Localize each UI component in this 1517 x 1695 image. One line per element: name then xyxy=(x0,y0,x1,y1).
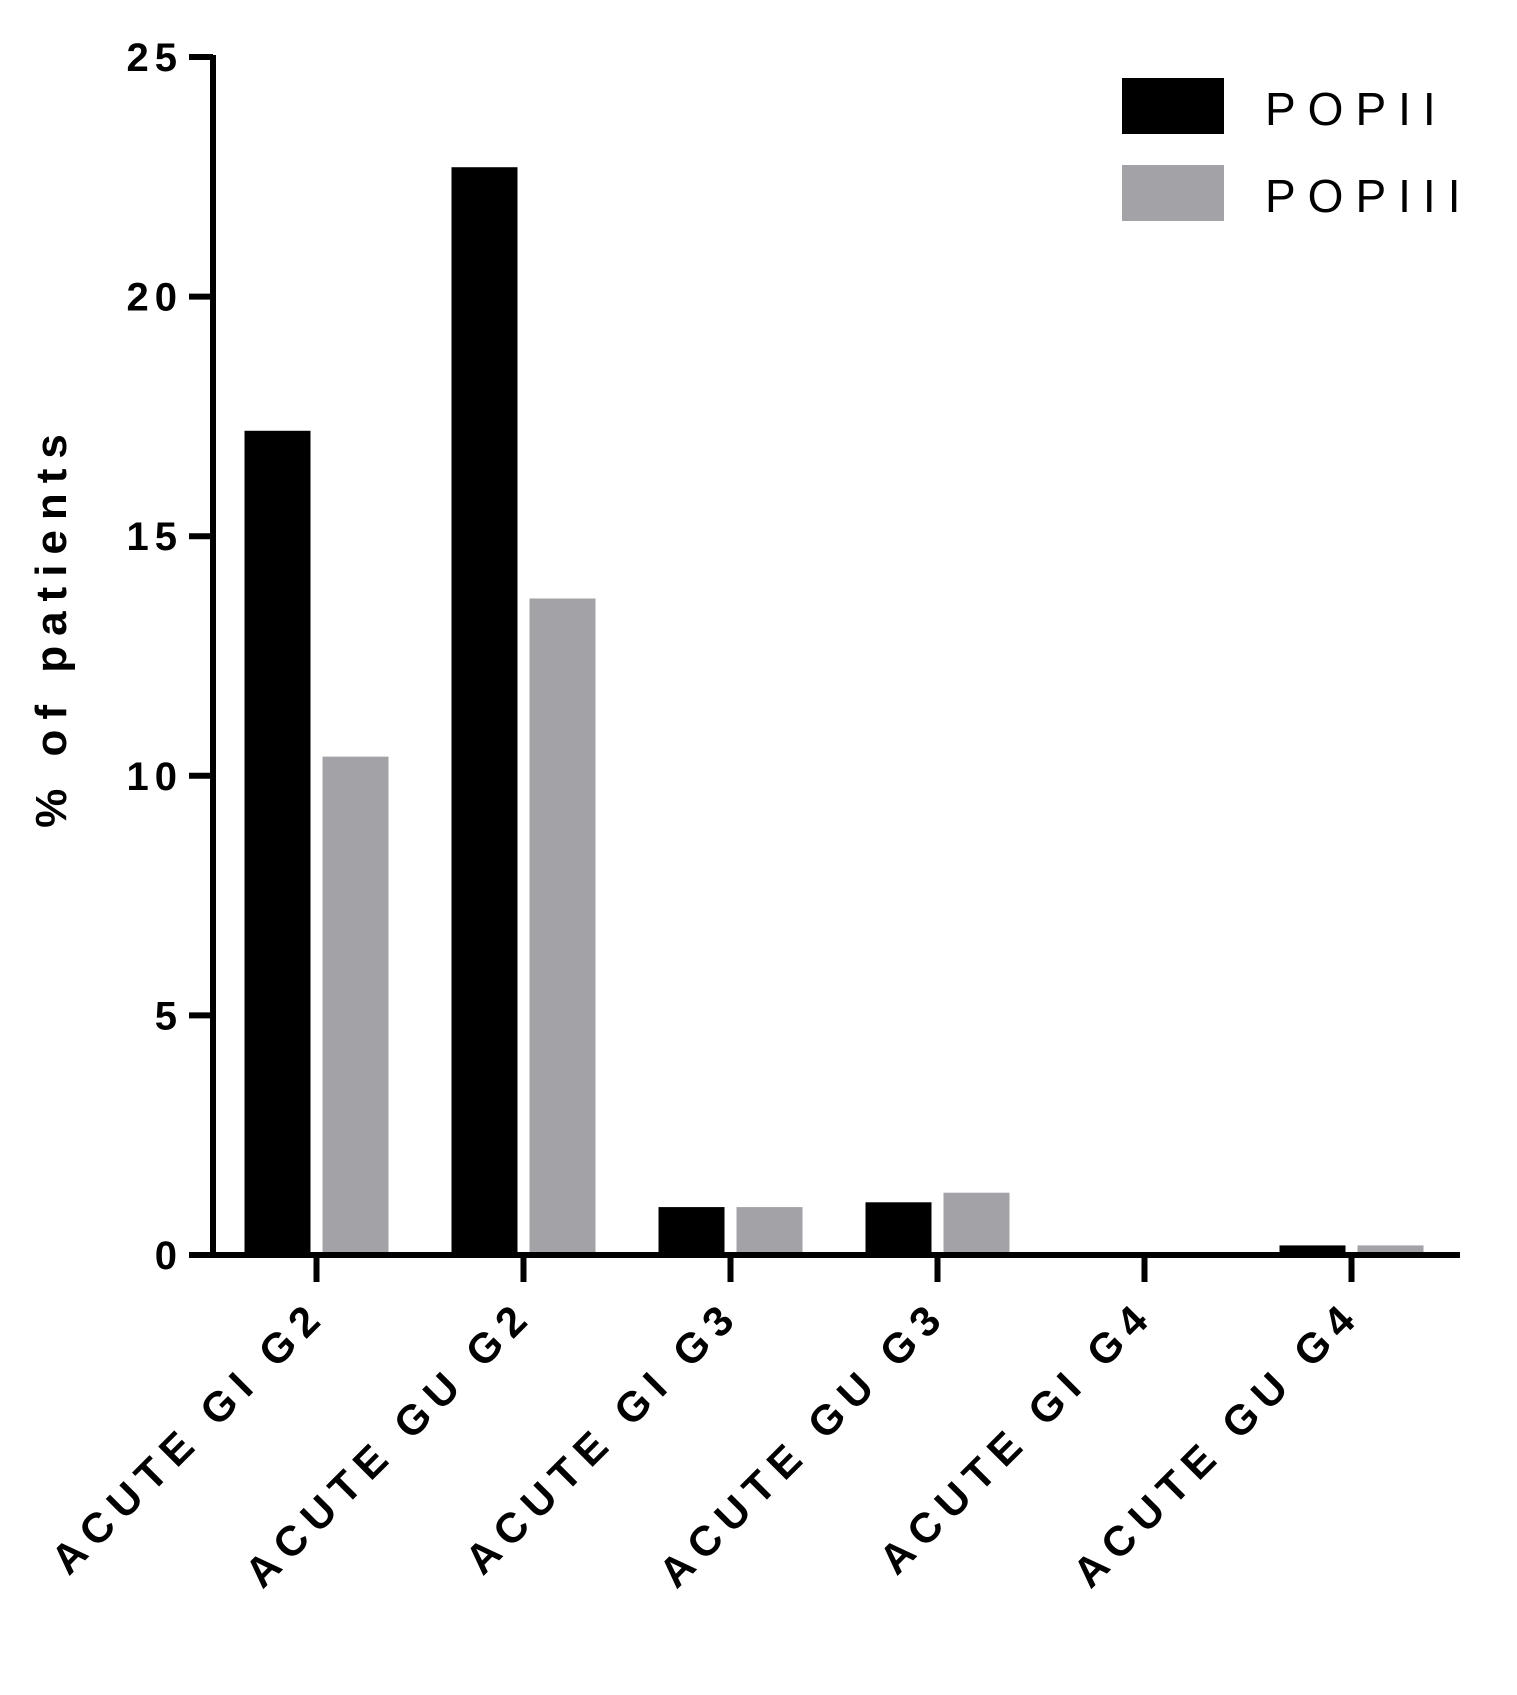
bar-popiii-2 xyxy=(529,598,596,1255)
bar-popii-3 xyxy=(658,1207,725,1255)
axes-group xyxy=(210,55,1460,1258)
y-tick-label-15: 15 xyxy=(127,515,184,559)
legend-swatch-popiii xyxy=(1122,165,1224,221)
y-tick-label-20: 20 xyxy=(127,276,184,320)
bar-popii-4 xyxy=(865,1202,932,1255)
legend: POPII POPIII xyxy=(1122,78,1472,222)
legend-label-popiii: POPIII xyxy=(1265,170,1472,222)
y-axis-title: % of patients xyxy=(27,424,76,828)
bar-popiii-1 xyxy=(322,756,389,1255)
y-tick-label-0: 0 xyxy=(155,1234,183,1278)
bar-popiii-6 xyxy=(1357,1245,1424,1255)
y-tick-label-5: 5 xyxy=(155,994,183,1038)
y-axis-title-group: % of patients xyxy=(27,424,76,828)
bar-popii-1 xyxy=(244,430,311,1255)
bars-group xyxy=(244,167,1424,1255)
bar-popiii-4 xyxy=(943,1192,1010,1255)
bar-popii-2 xyxy=(451,167,518,1255)
y-ticks-group: 0 5 10 15 20 25 xyxy=(127,36,213,1278)
y-tick-label-25: 25 xyxy=(127,36,184,80)
bar-popiii-3 xyxy=(736,1207,803,1255)
legend-label-popii: POPII xyxy=(1265,83,1448,135)
bar-popii-6 xyxy=(1279,1245,1346,1255)
legend-swatch-popii xyxy=(1122,78,1224,134)
y-tick-label-10: 10 xyxy=(127,755,184,799)
